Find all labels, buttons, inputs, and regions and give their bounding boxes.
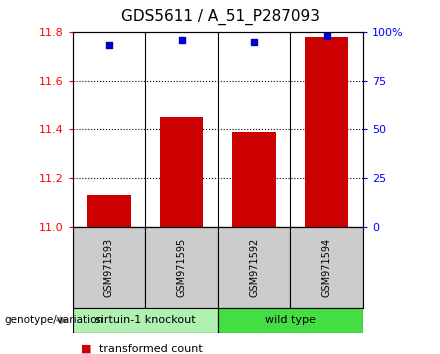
Bar	[218, 227, 290, 308]
Text: GSM971594: GSM971594	[322, 238, 332, 297]
Text: GSM971595: GSM971595	[176, 238, 187, 297]
Text: GSM971593: GSM971593	[104, 238, 114, 297]
Text: wild type: wild type	[265, 315, 316, 325]
Bar	[160, 117, 203, 227]
Point	[106, 43, 113, 48]
Text: genotype/variation: genotype/variation	[4, 315, 103, 325]
Bar	[232, 132, 276, 227]
Point	[251, 39, 258, 45]
Bar	[290, 227, 363, 308]
Bar	[305, 37, 348, 227]
Bar	[218, 308, 363, 333]
Text: transformed count: transformed count	[99, 344, 203, 354]
Text: ■: ■	[81, 344, 92, 354]
Bar	[73, 308, 218, 333]
Text: sirtuin-1 knockout: sirtuin-1 knockout	[95, 315, 195, 325]
Text: GSM971592: GSM971592	[249, 238, 259, 297]
Text: GDS5611 / A_51_P287093: GDS5611 / A_51_P287093	[121, 9, 319, 25]
Bar	[73, 227, 145, 308]
Point	[323, 33, 330, 39]
Bar	[87, 195, 131, 227]
Bar	[145, 227, 218, 308]
Point	[178, 37, 185, 42]
